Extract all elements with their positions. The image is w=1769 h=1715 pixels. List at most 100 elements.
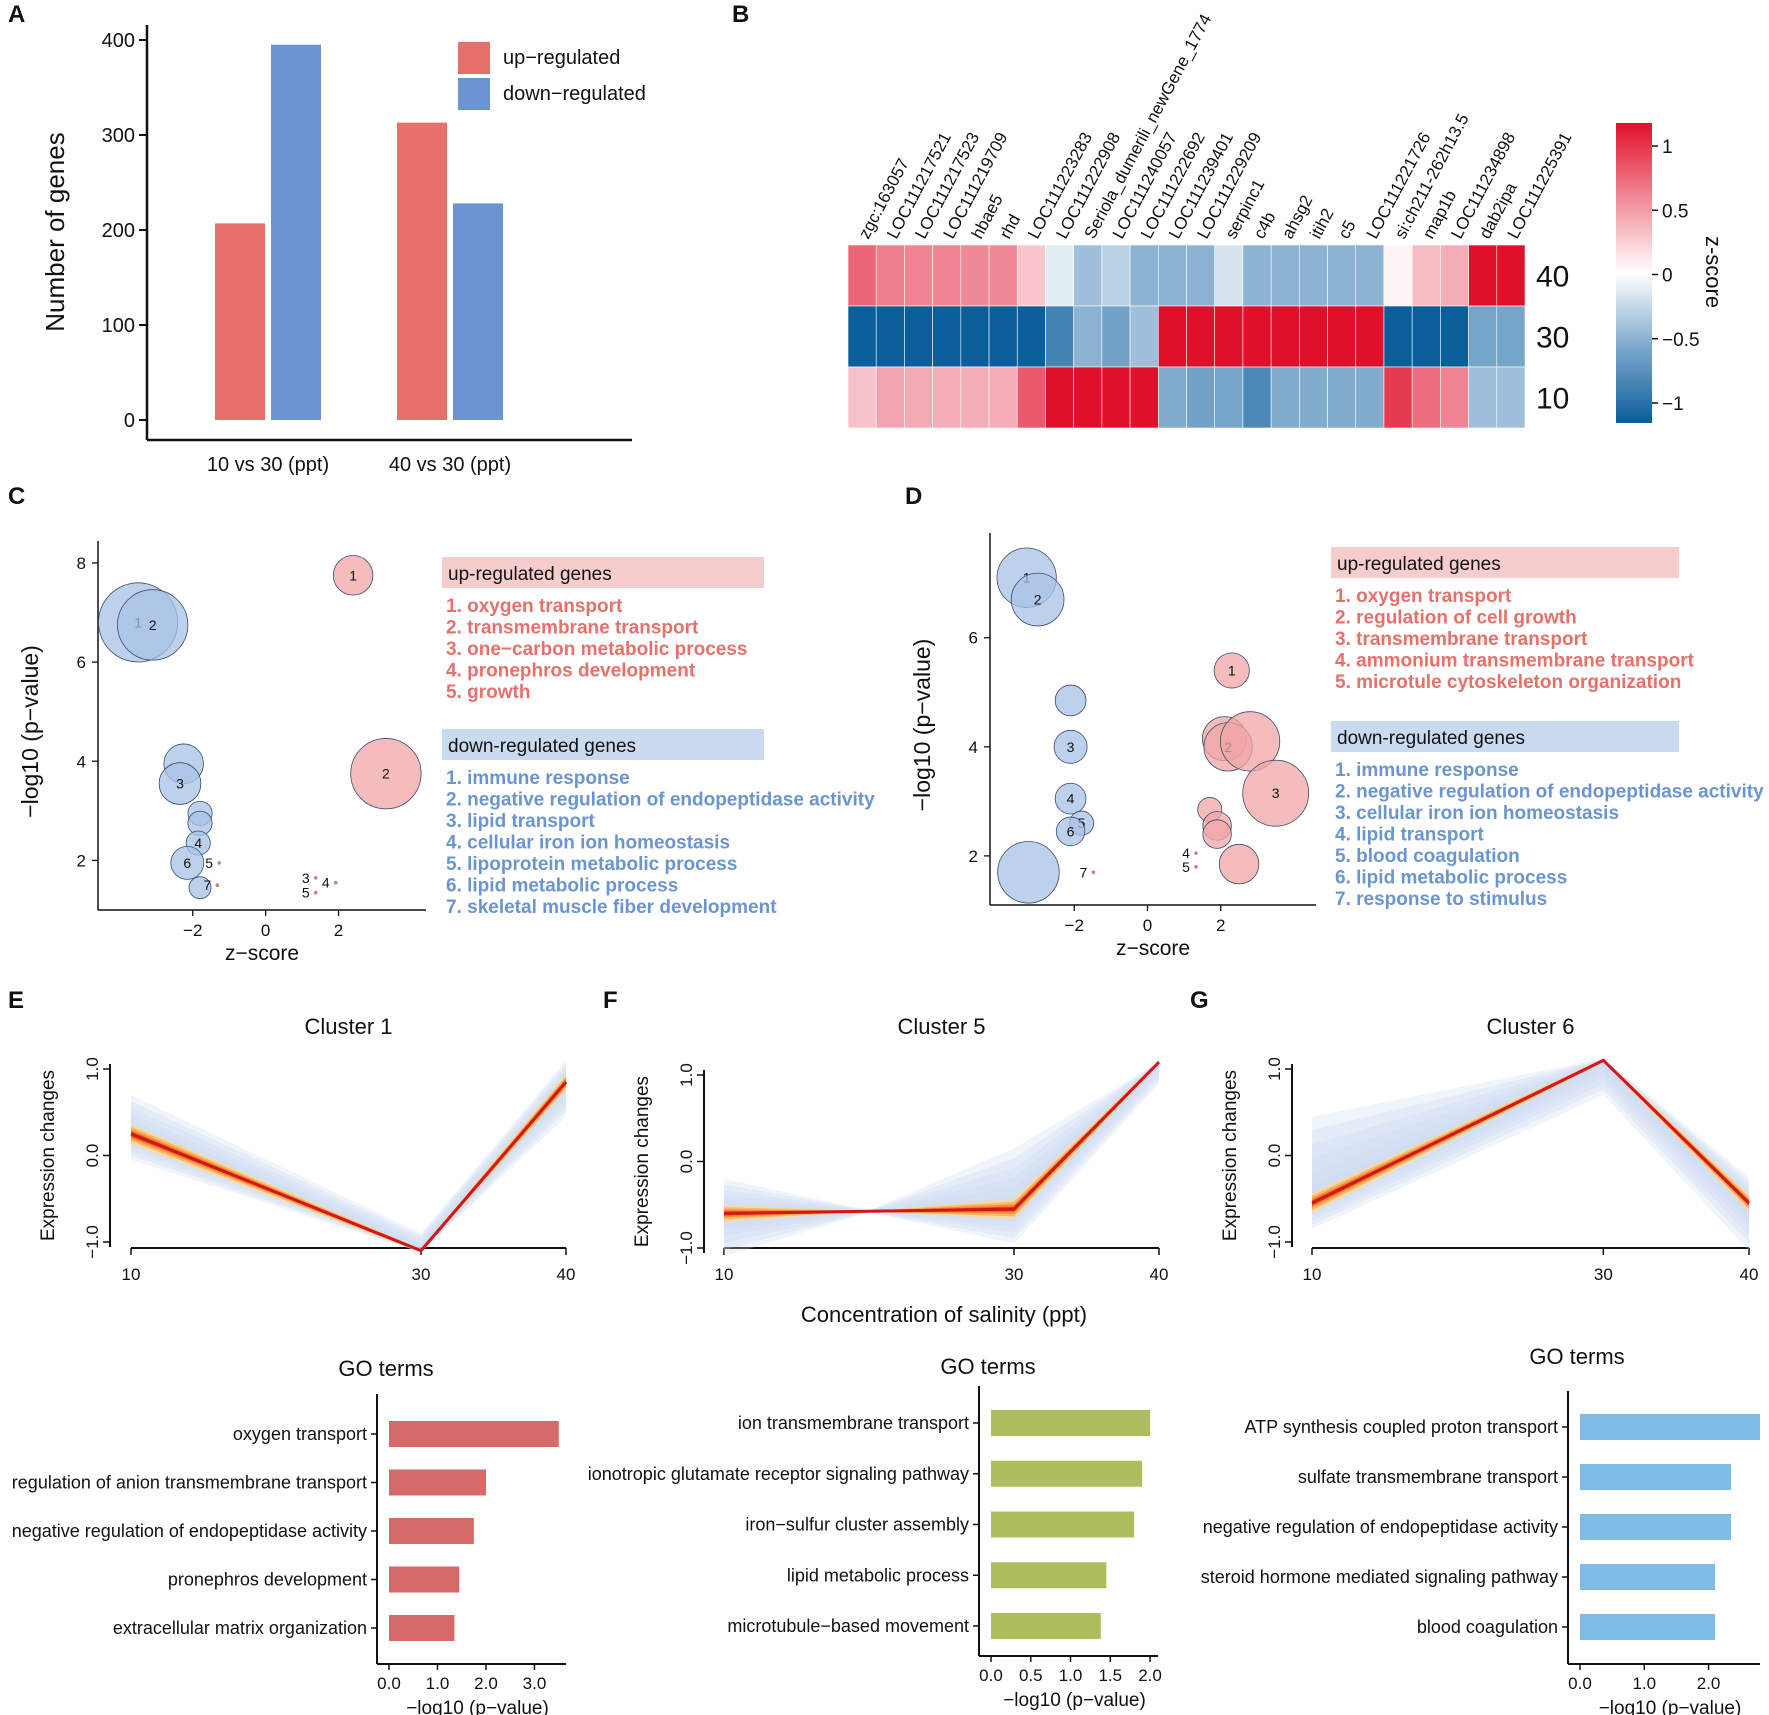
b-row-label: 40 xyxy=(1536,261,1569,294)
f-go-bar xyxy=(991,1562,1107,1589)
b-heatmap-cell xyxy=(1157,305,1187,368)
g-y-axis-label: Expression changes xyxy=(1220,1070,1241,1241)
d-down-term: 2. negative regulation of endopeptidase … xyxy=(1335,782,1764,803)
g-blue-envelope xyxy=(1312,1059,1749,1221)
b-heatmap-cell xyxy=(1270,305,1300,368)
a-legend-label: down−regulated xyxy=(503,83,646,105)
b-heatmap-cell xyxy=(875,305,905,368)
c-bubble xyxy=(350,738,422,810)
g-x-tick-label: 40 xyxy=(1740,1265,1759,1284)
b-heatmap-cell xyxy=(1045,244,1074,307)
b-heatmap-cell xyxy=(1242,244,1272,307)
b-heatmap-cell xyxy=(1468,305,1498,368)
b-heatmap-cell xyxy=(1468,244,1498,307)
b-heatmap-cell xyxy=(1355,366,1385,429)
c-up-term: 3. one−carbon metabolic process xyxy=(446,639,747,660)
f-go-title: GO terms xyxy=(940,1354,1035,1379)
f-go-category-label: ion transmembrane transport xyxy=(738,1413,969,1433)
g-go-title: GO terms xyxy=(1529,1344,1624,1369)
c-bubble xyxy=(170,845,205,880)
c-up-term: 2. transmembrane transport xyxy=(446,618,699,639)
f-go-x-tick-label: 0.5 xyxy=(1019,1666,1043,1685)
c-bubble-label: 3 xyxy=(176,776,184,792)
b-heatmap-cell xyxy=(1327,305,1357,368)
d-y-tick-label: 2 xyxy=(969,847,978,866)
b-heatmap-cell xyxy=(1242,305,1272,368)
e-go-bar xyxy=(389,1421,559,1447)
b-heatmap-cell xyxy=(1270,244,1300,307)
b-heatmap-cell xyxy=(1073,366,1103,429)
b-heatmap-cell xyxy=(932,244,962,307)
b-heatmap-cell xyxy=(1299,366,1328,429)
b-heatmap-cell xyxy=(988,305,1018,368)
b-heatmap-cell xyxy=(1157,366,1187,429)
c-bubble-label: 2 xyxy=(149,617,157,633)
b-heatmap-cell xyxy=(1440,244,1469,307)
b-heatmap-cell xyxy=(847,244,877,307)
d-up-legend-title: up-regulated genes xyxy=(1337,554,1501,575)
b-colorbar-tick-label: 1 xyxy=(1662,137,1673,158)
e-go-category-label: extracellular matrix organization xyxy=(113,1618,367,1638)
d-bubble xyxy=(1219,711,1281,772)
g-go-category-label: steroid hormone mediated signaling pathw… xyxy=(1201,1567,1558,1587)
c-down-term: 5. lipoprotein metabolic process xyxy=(446,854,737,875)
f-go-bar xyxy=(991,1613,1101,1639)
e-go-x-tick-label: 0.0 xyxy=(377,1674,401,1693)
g-title: Cluster 6 xyxy=(1486,1014,1574,1039)
f-go-category-label: microtubule−based movement xyxy=(727,1616,969,1636)
e-x-tick-label: 40 xyxy=(557,1265,576,1284)
e-go-category-label: regulation of anion transmembrane transp… xyxy=(12,1473,367,1493)
d-small-point xyxy=(1194,865,1198,869)
g-go-bar xyxy=(1580,1414,1760,1440)
d-x-tick-label: 0 xyxy=(1143,916,1152,935)
d-bubble-label: 6 xyxy=(1067,823,1075,839)
e-go-bar xyxy=(389,1469,486,1496)
b-heatmap-cell xyxy=(1327,366,1357,429)
g-go-category-label: ATP synthesis coupled proton transport xyxy=(1244,1417,1558,1437)
d-bubble xyxy=(997,841,1060,904)
a-y-axis-label: Number of genes xyxy=(40,132,70,331)
f-title: Cluster 5 xyxy=(897,1014,985,1039)
b-heatmap-cell xyxy=(1186,244,1216,307)
c-down-term: 7. skeletal muscle fiber development xyxy=(446,897,777,918)
a-y-tick-label: 0 xyxy=(124,410,135,432)
d-small-point xyxy=(1091,870,1096,875)
b-heatmap-cell xyxy=(1214,244,1244,307)
b-heatmap-cell xyxy=(904,366,933,429)
e-go-x-tick-label: 2.0 xyxy=(474,1674,498,1693)
c-bubble-label: 4 xyxy=(194,835,202,851)
g-go-x-axis-label: −log10 (p−value) xyxy=(1599,1698,1742,1715)
d-up-legend-box xyxy=(1331,547,1679,578)
b-column-label: rhd xyxy=(996,211,1024,242)
d-bubble-annotation: 4 xyxy=(1182,845,1190,861)
b-heatmap-cell xyxy=(1299,305,1328,368)
b-heatmap-cell xyxy=(1411,244,1441,307)
b-colorbar xyxy=(1616,123,1652,423)
d-down-term: 1. immune response xyxy=(1335,760,1519,781)
a-legend-swatch xyxy=(458,78,490,110)
f-go-bar xyxy=(991,1511,1135,1538)
a-x-tick-label: 10 vs 30 (ppt) xyxy=(207,454,329,476)
f-go-category-label: iron−sulfur cluster assembly xyxy=(745,1515,969,1535)
e-go-bar xyxy=(389,1518,474,1544)
b-heatmap-cell xyxy=(1016,366,1046,429)
c-bubble xyxy=(332,555,374,596)
b-colorbar-tick-label: −1 xyxy=(1662,394,1684,415)
c-up-term: 5. growth xyxy=(446,682,530,703)
f-go-bar xyxy=(991,1460,1143,1487)
c-down-legend-box xyxy=(442,729,764,760)
b-heatmap-cell xyxy=(1299,244,1328,307)
b-heatmap-cell xyxy=(1383,366,1413,429)
b-heatmap-cell xyxy=(1355,305,1385,368)
d-x-tick-label: −2 xyxy=(1065,916,1084,935)
b-heatmap-cell xyxy=(1101,366,1131,429)
c-x-tick-label: 0 xyxy=(261,921,270,940)
d-down-term: 4. lipid transport xyxy=(1335,825,1485,846)
a-y-tick-label: 400 xyxy=(102,30,135,52)
b-colorbar-tick-label: −0.5 xyxy=(1662,330,1700,351)
b-heatmap-cell xyxy=(932,366,962,429)
a-bar xyxy=(397,122,447,421)
g-x-tick-label: 30 xyxy=(1594,1265,1613,1284)
b-heatmap-cell xyxy=(960,244,990,307)
